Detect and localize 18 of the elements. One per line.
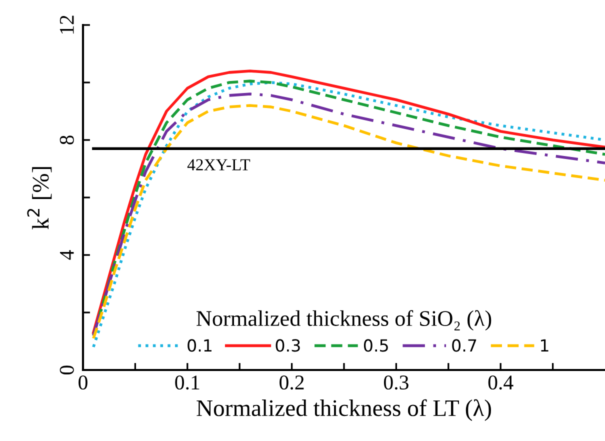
- ref-line-label: 42XY-LT: [187, 159, 250, 170]
- y-tick-label: 8: [60, 136, 74, 144]
- y-tick-label: 0: [60, 366, 74, 374]
- legend-label: 0.3: [276, 339, 300, 352]
- x-tick-label: 0.1: [175, 375, 200, 390]
- legend-label: 0.5: [364, 339, 388, 352]
- y-tick-label: 4: [60, 250, 74, 260]
- legend-label: 0.7: [452, 339, 476, 352]
- y-tick-label: 12: [60, 16, 74, 34]
- x-tick-label: 0.4: [488, 375, 514, 390]
- y-axis-title: k$^{2}$ [%]: [27, 167, 52, 230]
- x-axis-title: Normalized thickness of LT (λ): [196, 399, 491, 421]
- legend-label: 1: [541, 339, 548, 352]
- legend-label: 0.1: [188, 339, 212, 352]
- x-tick-label: 0.2: [280, 375, 304, 390]
- x-tick-label: 0.3: [384, 375, 408, 390]
- legend-title: Normalized thickness of SiO₂ (λ): [196, 310, 492, 331]
- x-tick-label: 0: [78, 375, 88, 390]
